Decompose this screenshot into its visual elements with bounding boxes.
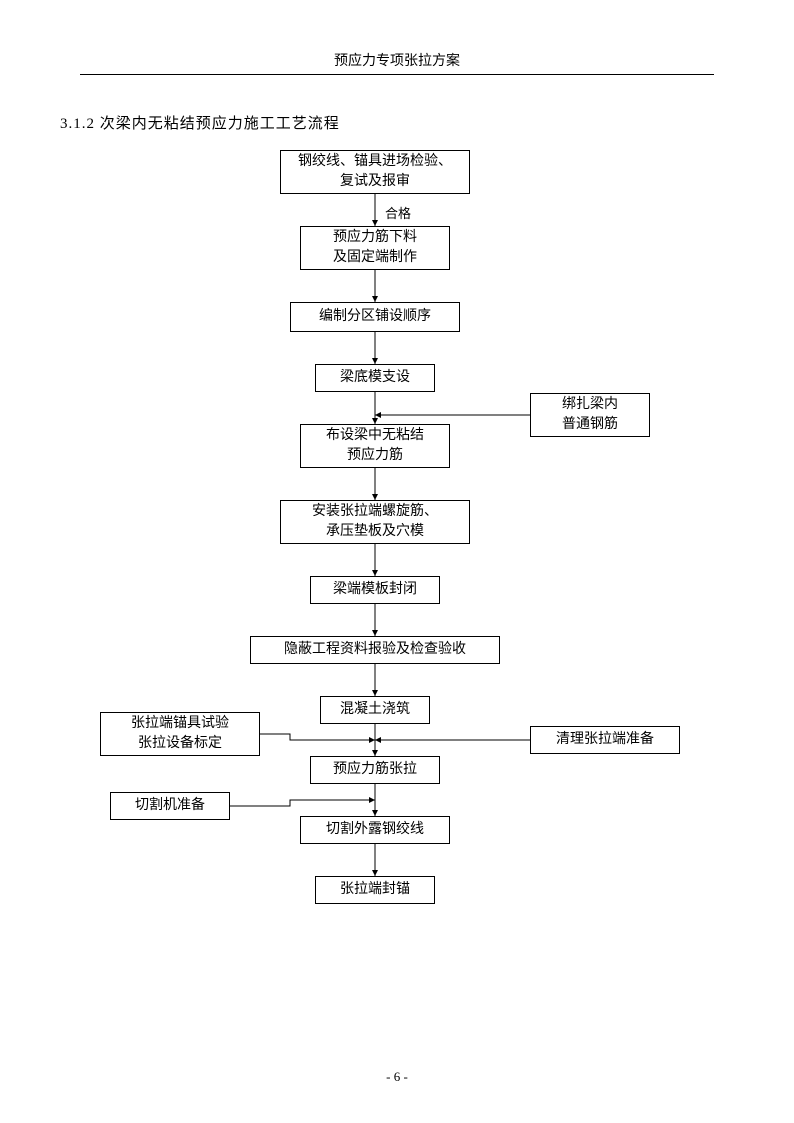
- flow-node-n1: 钢绞线、锚具进场检验、 复试及报审: [280, 150, 470, 194]
- flow-node-n12: 张拉端封锚: [315, 876, 435, 904]
- flow-edge-label: 合格: [385, 203, 411, 222]
- flow-node-n5b: 绑扎梁内 普通钢筋: [530, 393, 650, 437]
- flow-node-n4: 梁底模支设: [315, 364, 435, 392]
- flow-node-label: 隐蔽工程资料报验及检查验收: [284, 640, 466, 660]
- flow-node-n5: 布设梁中无粘结 预应力筋: [300, 424, 450, 468]
- flow-edge: [260, 734, 375, 740]
- flow-node-label: 张拉端封锚: [340, 880, 410, 900]
- flow-edge: [230, 800, 375, 806]
- flow-node-n3: 编制分区铺设顺序: [290, 302, 460, 332]
- flow-node-label: 钢绞线、锚具进场检验、 复试及报审: [298, 152, 452, 191]
- flow-node-label: 预应力筋下料 及固定端制作: [333, 228, 417, 267]
- flow-node-label: 梁端模板封闭: [333, 580, 417, 600]
- flow-node-n7: 梁端模板封闭: [310, 576, 440, 604]
- flow-node-label: 梁底模支设: [340, 368, 410, 388]
- flow-node-label: 布设梁中无粘结 预应力筋: [326, 426, 424, 465]
- page-footer: - 6 -: [0, 1069, 794, 1085]
- flow-node-n2: 预应力筋下料 及固定端制作: [300, 226, 450, 270]
- flow-node-n10L: 张拉端锚具试验 张拉设备标定: [100, 712, 260, 756]
- flow-node-n9: 混凝土浇筑: [320, 696, 430, 724]
- footer-text: - 6 -: [386, 1069, 408, 1084]
- flow-node-n10: 预应力筋张拉: [310, 756, 440, 784]
- flow-node-label: 清理张拉端准备: [556, 730, 654, 750]
- flow-node-n10R: 清理张拉端准备: [530, 726, 680, 754]
- flow-node-n6: 安装张拉端螺旋筋、 承压垫板及穴模: [280, 500, 470, 544]
- flow-node-n11: 切割外露钢绞线: [300, 816, 450, 844]
- flow-node-label: 切割机准备: [135, 796, 205, 816]
- flow-node-n8: 隐蔽工程资料报验及检查验收: [250, 636, 500, 664]
- flow-node-label: 混凝土浇筑: [340, 700, 410, 720]
- flow-node-n11L: 切割机准备: [110, 792, 230, 820]
- flow-node-label: 预应力筋张拉: [333, 760, 417, 780]
- flow-node-label: 绑扎梁内 普通钢筋: [562, 395, 618, 434]
- flow-node-label: 编制分区铺设顺序: [319, 307, 431, 327]
- flow-node-label: 安装张拉端螺旋筋、 承压垫板及穴模: [312, 502, 438, 541]
- flow-node-label: 张拉端锚具试验 张拉设备标定: [131, 714, 229, 753]
- flow-node-label: 切割外露钢绞线: [326, 820, 424, 840]
